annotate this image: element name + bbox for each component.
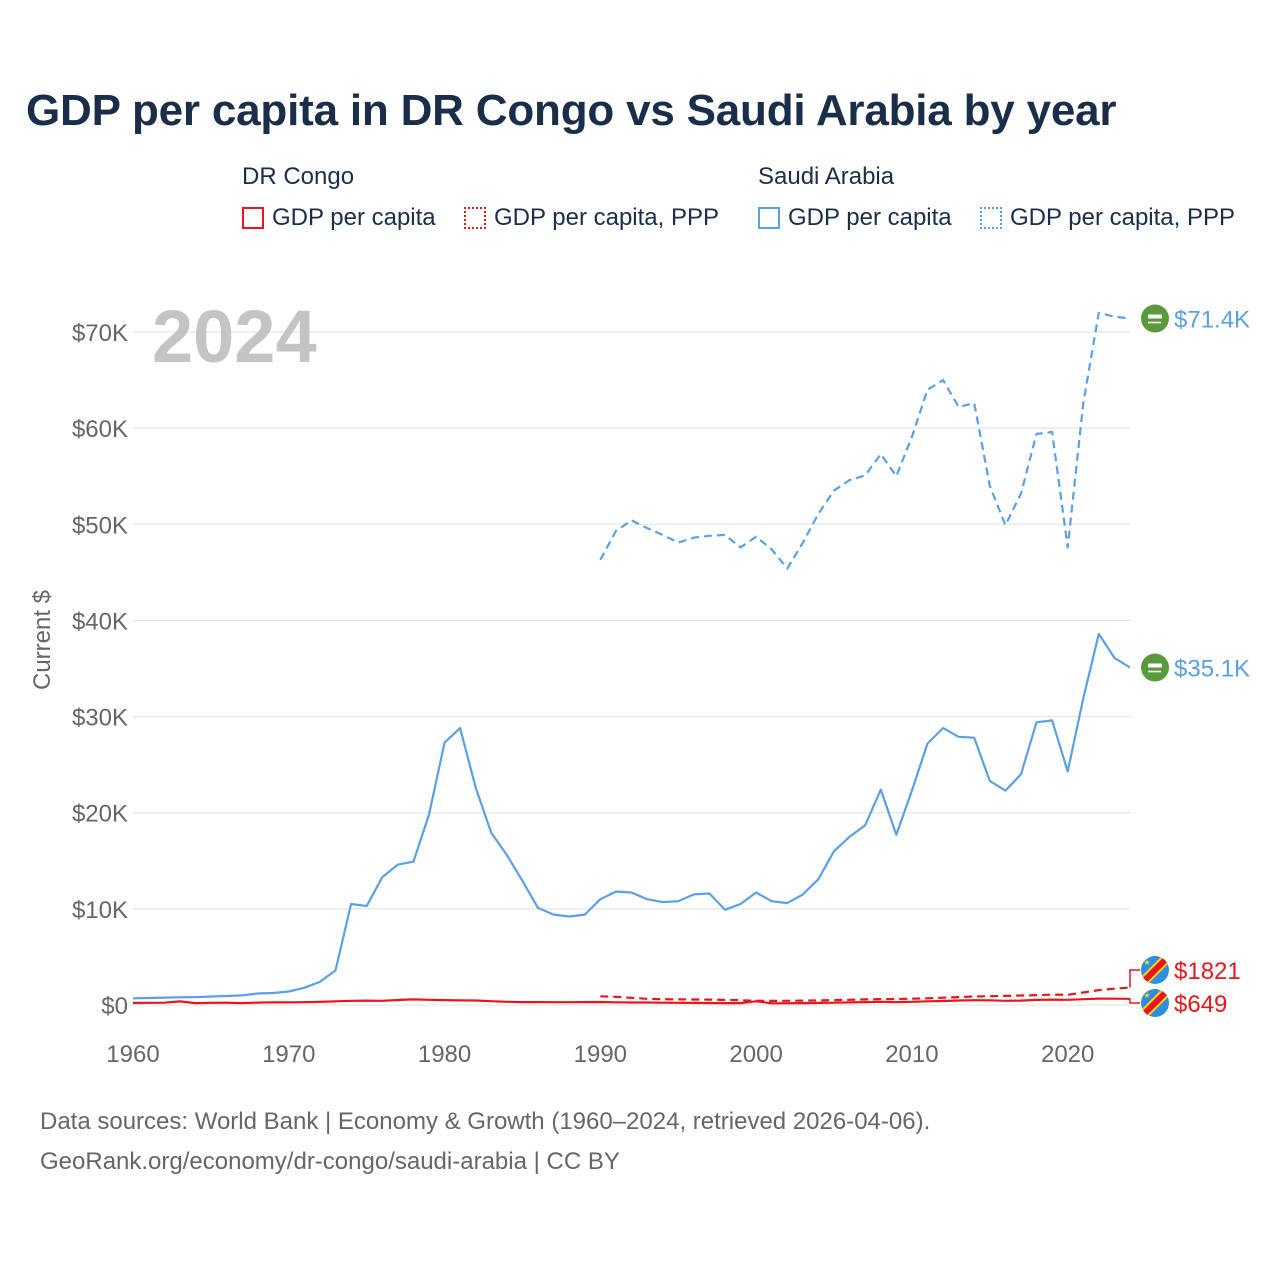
end-value-label: $1821 xyxy=(1174,958,1241,985)
dr-congo-flag-icon: ★ xyxy=(1141,989,1169,1017)
end-value-label: $649 xyxy=(1174,991,1227,1018)
data-series xyxy=(132,311,1131,1005)
saudi-arabia-flag-icon xyxy=(1141,653,1169,682)
y-tick-label: $10K xyxy=(72,897,128,924)
x-tick-label: 2020 xyxy=(1041,1041,1094,1068)
legend-label: GDP per capita xyxy=(272,204,436,231)
y-tick-label: $40K xyxy=(72,608,128,635)
legend-swatch-dotted-blue xyxy=(980,207,1002,229)
y-tick-label: $20K xyxy=(72,801,128,828)
saudi-arabia-gdp-per-capita-line[interactable] xyxy=(132,632,1131,1000)
end-labels: $71.4K $35.1K ★ $1821 ★ $649 xyxy=(1129,304,1250,1018)
y-axis-ticks: $0 $10K $20K $30K $40K $50K $60K $70K xyxy=(72,320,128,1020)
y-axis-label: Current $ xyxy=(29,590,56,690)
y-tick-label: $30K xyxy=(72,705,128,732)
svg-text:★: ★ xyxy=(1143,991,1150,1000)
legend-group-saudi-arabia: Saudi Arabia xyxy=(758,163,895,190)
chart-title: GDP per capita in DR Congo vs Saudi Arab… xyxy=(26,86,1117,135)
x-tick-label: 2000 xyxy=(729,1041,782,1068)
footer-url-license[interactable]: GeoRank.org/economy/dr-congo/saudi-arabi… xyxy=(40,1148,620,1175)
x-tick-label: 1980 xyxy=(418,1041,471,1068)
year-watermark: 2024 xyxy=(152,295,317,378)
legend-item-congo-gdp-ppp[interactable]: GDP per capita, PPP xyxy=(464,204,719,232)
footer-sources: Data sources: World Bank | Economy & Gro… xyxy=(40,1108,931,1135)
saudi-arabia-flag-icon xyxy=(1141,304,1169,333)
grid-lines xyxy=(133,331,1130,1006)
y-tick-label: $50K xyxy=(72,512,128,539)
legend-swatch-solid-red xyxy=(242,207,264,229)
end-label-connector xyxy=(1129,998,1140,1004)
y-tick-label: $0 xyxy=(101,993,128,1020)
legend-group-dr-congo: DR Congo xyxy=(242,163,355,190)
legend-item-congo-gdp[interactable]: GDP per capita xyxy=(242,204,436,232)
legend-item-saudi-gdp[interactable]: GDP per capita xyxy=(758,204,952,232)
dr-congo-flag-icon: ★ xyxy=(1141,956,1169,984)
legend-label: GDP per capita xyxy=(788,204,952,231)
legend-swatch-solid-blue xyxy=(758,207,780,229)
x-axis-ticks: 1960 1970 1980 1990 2000 2010 2020 xyxy=(106,1041,1094,1068)
end-label-connector xyxy=(1129,969,1140,988)
x-tick-label: 1990 xyxy=(574,1041,627,1068)
y-tick-label: $70K xyxy=(72,320,128,347)
legend-item-saudi-gdp-ppp[interactable]: GDP per capita, PPP xyxy=(980,204,1235,232)
x-tick-label: 1970 xyxy=(262,1041,315,1068)
y-tick-label: $60K xyxy=(72,416,128,443)
legend-label: GDP per capita, PPP xyxy=(1010,204,1235,231)
end-value-label: $71.4K xyxy=(1174,307,1250,334)
x-tick-label: 2010 xyxy=(885,1041,938,1068)
svg-text:★: ★ xyxy=(1143,958,1150,967)
x-tick-label: 1960 xyxy=(106,1041,159,1068)
saudi-arabia-gdp-per-capita-ppp-line[interactable] xyxy=(599,311,1131,570)
legend-swatch-dotted-red xyxy=(464,207,486,229)
dr-congo-gdp-per-capita-ppp-line[interactable] xyxy=(600,986,1131,1002)
dr-congo-gdp-per-capita-line[interactable] xyxy=(132,997,1131,1005)
end-value-label: $35.1K xyxy=(1174,656,1250,683)
legend-label: GDP per capita, PPP xyxy=(494,204,719,231)
